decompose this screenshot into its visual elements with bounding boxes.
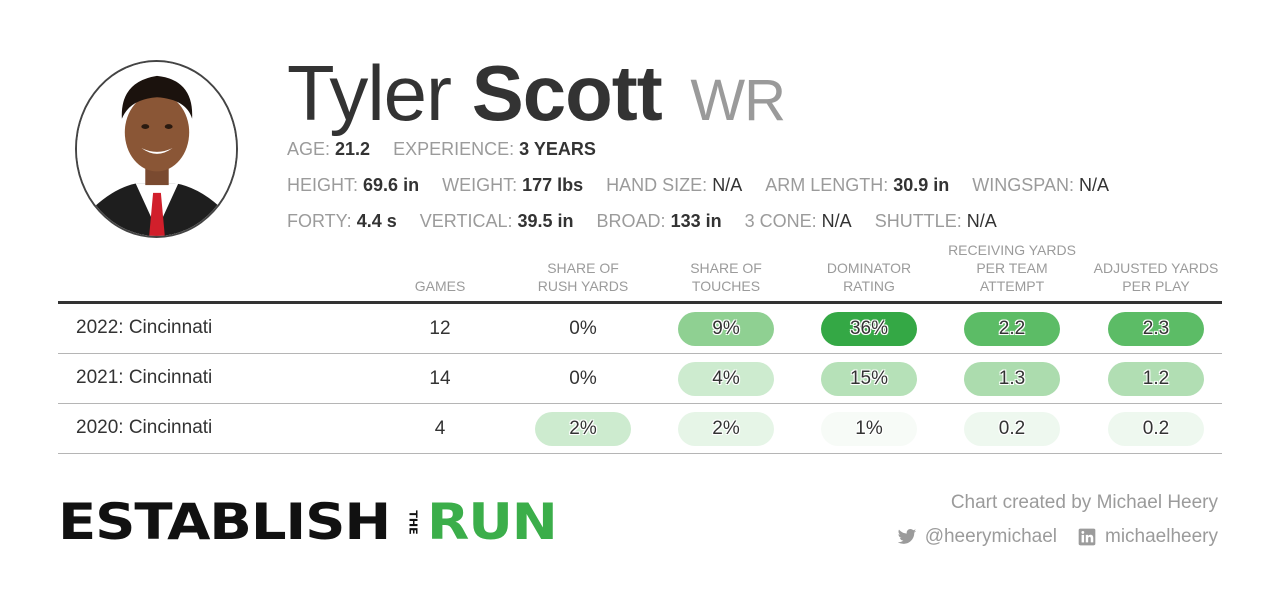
stat-cell: 36% — [821, 312, 917, 346]
linkedin-link[interactable]: michaelheery — [1077, 526, 1218, 548]
table-header: GAMES SHARE OF RUSH YARDS SHARE OF TOUCHES… — [58, 240, 1222, 304]
player-header: Tyler Scott WR — [287, 49, 786, 142]
table-row: 2020: Cincinnati 4 2% 2% 1% 0.2 0.2 — [58, 404, 1222, 454]
stat-cell: 1.2 — [1108, 362, 1204, 396]
stat-cell: 2.2 — [964, 312, 1060, 346]
logo-run: RUN — [426, 493, 558, 551]
attribute-row-2: HEIGHT: 69.6 in WEIGHT: 177 lbs HAND SIZ… — [287, 175, 1127, 196]
team-season-label: 2022: Cincinnati — [76, 317, 213, 338]
attr-broad: BROAD: 133 in — [596, 211, 722, 231]
team-season-label: 2020: Cincinnati — [76, 417, 213, 438]
table-body: 2022: Cincinnati 12 0% 9% 36% 2.2 2.3 2021: Cin… — [58, 304, 1222, 454]
logo-the: THE — [406, 509, 420, 535]
player-name: Tyler Scott WR — [287, 49, 786, 142]
attr-shuttle: SHUTTLE: N/A — [874, 211, 997, 231]
position-badge: WR — [690, 68, 786, 133]
stat-cell: 0.2 — [964, 412, 1060, 446]
stat-cell: 1.3 — [964, 362, 1060, 396]
attribute-row-3: FORTY: 4.4 s VERTICAL: 39.5 in BROAD: 13… — [287, 211, 1015, 232]
column-header: RECEIVING YARDS PER TEAM ATTEMPT — [948, 242, 1076, 294]
stat-cell: 0% — [569, 318, 597, 339]
stat-cell: 2% — [535, 412, 631, 446]
credit-block: Chart created by Michael Heery @heerymic… — [897, 492, 1218, 548]
stats-table: GAMES SHARE OF RUSH YARDS SHARE OF TOUCHES… — [58, 240, 1222, 454]
first-name: Tyler — [287, 49, 452, 137]
attr-forty: FORTY: 4.4 s — [287, 211, 397, 231]
attr-height: HEIGHT: 69.6 in — [287, 175, 420, 195]
column-header: GAMES — [414, 278, 466, 294]
attr-weight: WEIGHT: 177 lbs — [442, 175, 584, 195]
stat-cell: 0.2 — [1108, 412, 1204, 446]
stat-cell: 15% — [821, 362, 917, 396]
stat-cell: 0% — [569, 368, 597, 389]
column-header: SHARE OF TOUCHES — [690, 260, 762, 294]
column-header: ADJUSTED YARDS PER PLAY — [1093, 260, 1219, 294]
social-links: @heerymichael michaelheery — [897, 526, 1218, 548]
attribute-row-1: AGE: 21.2 EXPERIENCE: 3 YEARS — [287, 139, 614, 160]
attr-age: AGE: 21.2 — [287, 139, 371, 159]
stat-cell: 1% — [821, 412, 917, 446]
player-photo — [75, 60, 238, 238]
column-header: DOMINATOR RATING — [826, 260, 912, 294]
column-header: SHARE OF RUSH YARDS — [537, 260, 629, 294]
stat-cell: 4% — [678, 362, 774, 396]
attr-experience: EXPERIENCE: 3 YEARS — [393, 139, 596, 159]
stat-cell: 9% — [678, 312, 774, 346]
linkedin-handle: michaelheery — [1105, 526, 1218, 547]
stat-cell: 14 — [429, 368, 451, 389]
stat-cell: 2% — [678, 412, 774, 446]
last-name: Scott — [471, 49, 663, 137]
attr-hand-size: HAND SIZE: N/A — [606, 175, 743, 195]
stat-cell: 12 — [429, 318, 451, 339]
player-headshot-icon — [77, 62, 236, 236]
stat-cell: 2.3 — [1108, 312, 1204, 346]
linkedin-icon — [1078, 528, 1096, 546]
table-row: 2022: Cincinnati 12 0% 9% 36% 2.2 2.3 — [58, 304, 1222, 354]
twitter-icon — [897, 529, 916, 544]
twitter-handle: @heerymichael — [924, 526, 1057, 547]
team-season-label: 2021: Cincinnati — [76, 367, 213, 388]
table-row: 2021: Cincinnati 14 0% 4% 15% 1.3 1.2 — [58, 354, 1222, 404]
attr-vertical: VERTICAL: 39.5 in — [419, 211, 574, 231]
logo-establish: ESTABLISH — [58, 493, 391, 551]
chart-credit: Chart created by Michael Heery — [950, 492, 1218, 513]
attr-arm-length: ARM LENGTH: 30.9 in — [765, 175, 950, 195]
establish-the-run-logo: ESTABLISH THE RUN — [58, 493, 558, 551]
twitter-link[interactable]: @heerymichael — [897, 526, 1057, 548]
attr-wingspan: WINGSPAN: N/A — [972, 175, 1109, 195]
attr-3-cone: 3 CONE: N/A — [744, 211, 852, 231]
stat-cell: 4 — [434, 418, 446, 439]
